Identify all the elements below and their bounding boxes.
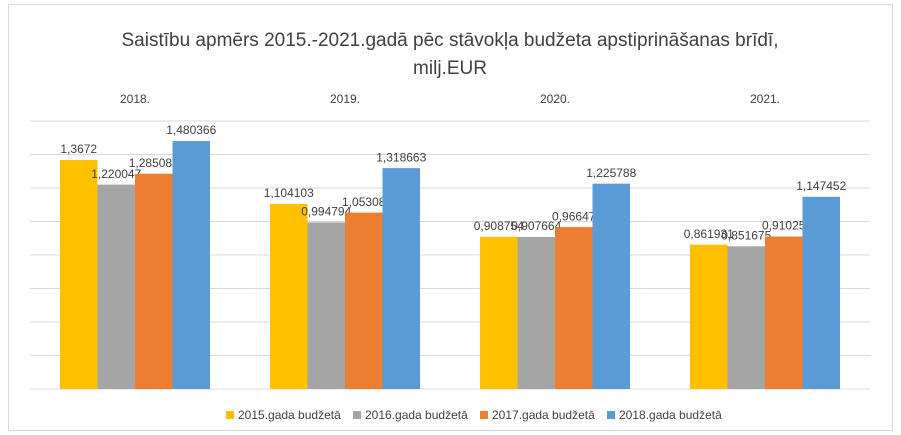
value-label: 0,851675 [721,229,771,243]
category-label: 2021. [750,92,780,106]
value-label: 1,104103 [264,186,314,200]
value-label: 0,861931 [684,227,734,241]
bar [690,244,728,389]
bar [727,246,765,389]
value-label: 1,480366 [166,123,216,137]
value-label: 1,318663 [376,150,426,164]
value-label: 0,91025 [762,219,806,233]
bar [555,227,593,389]
bar [172,141,210,389]
bar [382,168,420,389]
value-label: 1,285084 [129,156,179,170]
chart-title: Saistību apmērs 2015.-2021.gadā pēc stāv… [122,30,779,51]
legend-swatch [480,411,488,419]
legend-swatch [353,411,361,419]
value-label: 1,3672 [60,142,97,156]
value-label: 0,908754 [474,219,524,233]
bar [60,159,98,389]
legend-swatch [226,411,234,419]
bar [270,204,308,389]
bar [517,236,555,389]
bar [97,184,135,389]
chart-title: milj.EUR [413,58,487,79]
value-label: 1,225788 [586,166,636,180]
category-label: 2018. [120,92,150,106]
bar [802,196,840,389]
bar [307,222,345,389]
legend-label: 2017.gada budžetā [492,408,595,422]
legend-swatch [607,411,615,419]
bar [345,212,383,389]
value-label: 1,05308 [342,195,386,209]
legend-label: 2015.gada budžetā [238,408,341,422]
bar [135,173,173,389]
category-label: 2019. [330,92,360,106]
value-label: 0,907664 [511,219,561,233]
value-label: 0,994794 [301,205,351,219]
bar [592,183,630,389]
category-label: 2020. [540,92,570,106]
bar [765,236,803,389]
bar [480,236,518,389]
legend-label: 2018.gada budžetā [619,408,722,422]
value-label: 1,147452 [796,179,846,193]
value-label: 1,220047 [91,167,141,181]
legend-label: 2016.gada budžetā [365,408,468,422]
value-label: 0,96647 [552,209,596,223]
